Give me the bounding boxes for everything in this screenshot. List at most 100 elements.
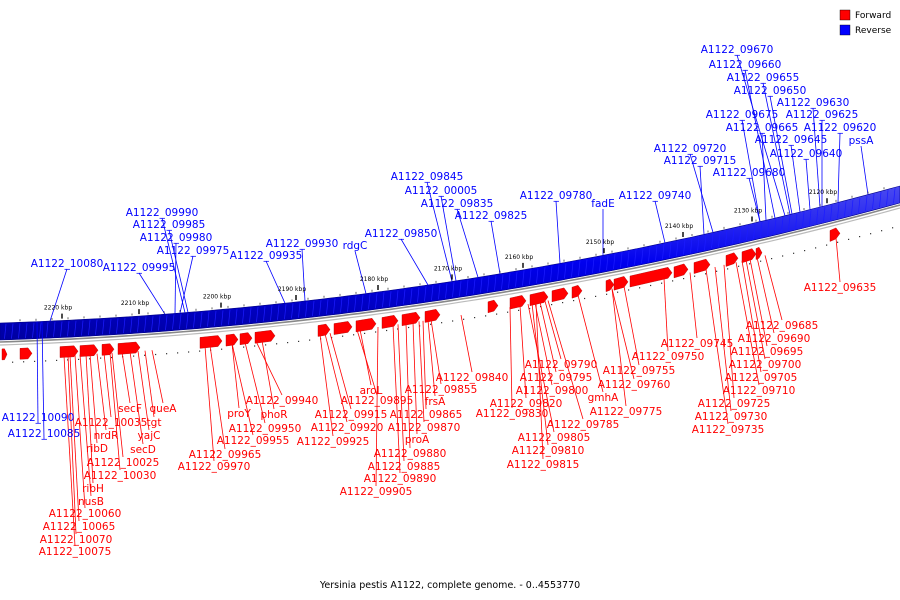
gap-dot (375, 331, 377, 333)
forward-feature-27 (725, 252, 739, 267)
gap-dot (199, 350, 201, 352)
gap-dot (188, 351, 190, 353)
reverse-label-connector (748, 177, 761, 222)
forward-feature-2 (19, 347, 33, 360)
reverse-label-connector (699, 165, 705, 235)
reverse-feature-label: A1122_09975 (157, 245, 230, 257)
reverse-feature-label: A1122_09990 (126, 207, 199, 219)
band-stripe (263, 306, 266, 322)
band-stripe (214, 310, 217, 327)
forward-feature-16 (424, 309, 441, 323)
gap-dot (78, 358, 80, 360)
band-stripe (221, 310, 224, 326)
band-stripe (634, 249, 637, 265)
band-stripe (438, 284, 441, 300)
forward-feature-23 (613, 276, 629, 291)
band-stripe (669, 242, 672, 258)
reverse-feature-label: A1122_09980 (140, 232, 213, 244)
reverse-label-connector (36, 321, 39, 424)
band-stripe (312, 300, 315, 317)
forward-feature-label: yajC (138, 430, 161, 442)
forward-feature-20 (551, 287, 569, 303)
band-stripe (473, 278, 476, 294)
reverse-label-connector (741, 119, 761, 222)
band-stripe (571, 261, 574, 278)
forward-feature-29 (755, 246, 763, 260)
gap-dot (782, 255, 784, 257)
gap-dot (496, 313, 498, 315)
forward-label-connector (527, 304, 555, 433)
forward-feature-12 (333, 321, 353, 335)
reverse-feature-label: A1122_09675 (706, 109, 779, 121)
reverse-label-connector (555, 200, 561, 264)
legend-label-forward: Forward (855, 11, 891, 21)
band-stripe (452, 282, 455, 298)
reverse-feature-label: A1122_10090 (2, 412, 75, 424)
labels-layer: A1122_09670A1122_09660A1122_09655A1122_0… (2, 44, 877, 558)
forward-label-connector (430, 319, 442, 385)
forward-feature-label: A1122_10035 (75, 417, 148, 429)
forward-label-connector (69, 355, 80, 522)
band-stripe (333, 298, 336, 314)
tick-label: 2180 kbp (360, 276, 388, 283)
forward-feature-label: gmhA (588, 392, 620, 404)
reverse-label-connector (769, 95, 793, 215)
band-stripe (25, 323, 28, 339)
reverse-label-connector (762, 82, 791, 215)
gap-dot (771, 258, 773, 260)
forward-feature-14 (381, 315, 399, 329)
band-stripe (837, 203, 840, 219)
gap-dot (826, 244, 828, 246)
band-stripe (606, 255, 609, 271)
tick-label: 2160 kbp (505, 254, 533, 261)
band-stripe (347, 296, 350, 312)
forward-label-connector (534, 302, 553, 386)
forward-label-connector (723, 264, 735, 399)
band-stripe (340, 297, 343, 313)
band-stripe (53, 321, 56, 337)
band-stripe (144, 316, 147, 332)
forward-feature-label: A1122_09710 (723, 385, 796, 397)
band-stripe (802, 211, 805, 228)
band-stripe (116, 318, 119, 334)
forward-feature-label: A1122_09730 (695, 411, 768, 423)
band-stripe (179, 313, 182, 330)
reverse-feature-label: A1122_09630 (777, 97, 850, 109)
forward-label-connector (375, 326, 379, 487)
gap-dot (529, 307, 531, 310)
gap-dot (221, 348, 223, 350)
gap-dot (254, 345, 256, 347)
forward-label-connector (705, 268, 729, 425)
forward-feature-21 (571, 285, 583, 299)
forward-label-connector (663, 277, 669, 352)
band-stripe (816, 208, 819, 224)
forward-feature-label: nrdR (94, 430, 119, 442)
gap-dot (265, 344, 267, 346)
gap-dot (133, 355, 135, 357)
gap-dot (859, 236, 861, 238)
forward-feature-label: A1122_09880 (374, 448, 447, 460)
gap-dot (287, 342, 289, 344)
band-stripe (375, 293, 378, 309)
gap-dot (100, 357, 102, 359)
band-stripe (767, 220, 770, 236)
legend-swatch-forward (839, 9, 851, 21)
forward-label-connector (460, 315, 473, 373)
forward-label-connector (121, 352, 131, 404)
forward-label-connector (611, 288, 635, 380)
reverse-feature-label: A1122_09825 (455, 210, 528, 222)
gap-dot (727, 268, 729, 270)
band-stripe (879, 192, 882, 208)
forward-feature-label: A1122_09725 (698, 398, 771, 410)
gap-dot (562, 302, 564, 304)
gap-dot (672, 280, 674, 282)
forward-feature-label: secD (130, 444, 156, 456)
forward-label-connector (329, 332, 352, 410)
band-stripe (305, 301, 308, 317)
gap-dot (353, 334, 355, 336)
forward-feature-18 (509, 295, 527, 310)
backbone-layer (0, 185, 900, 346)
band-stripe (60, 321, 63, 337)
forward-feature-25 (673, 263, 689, 279)
band-stripe (270, 305, 273, 321)
